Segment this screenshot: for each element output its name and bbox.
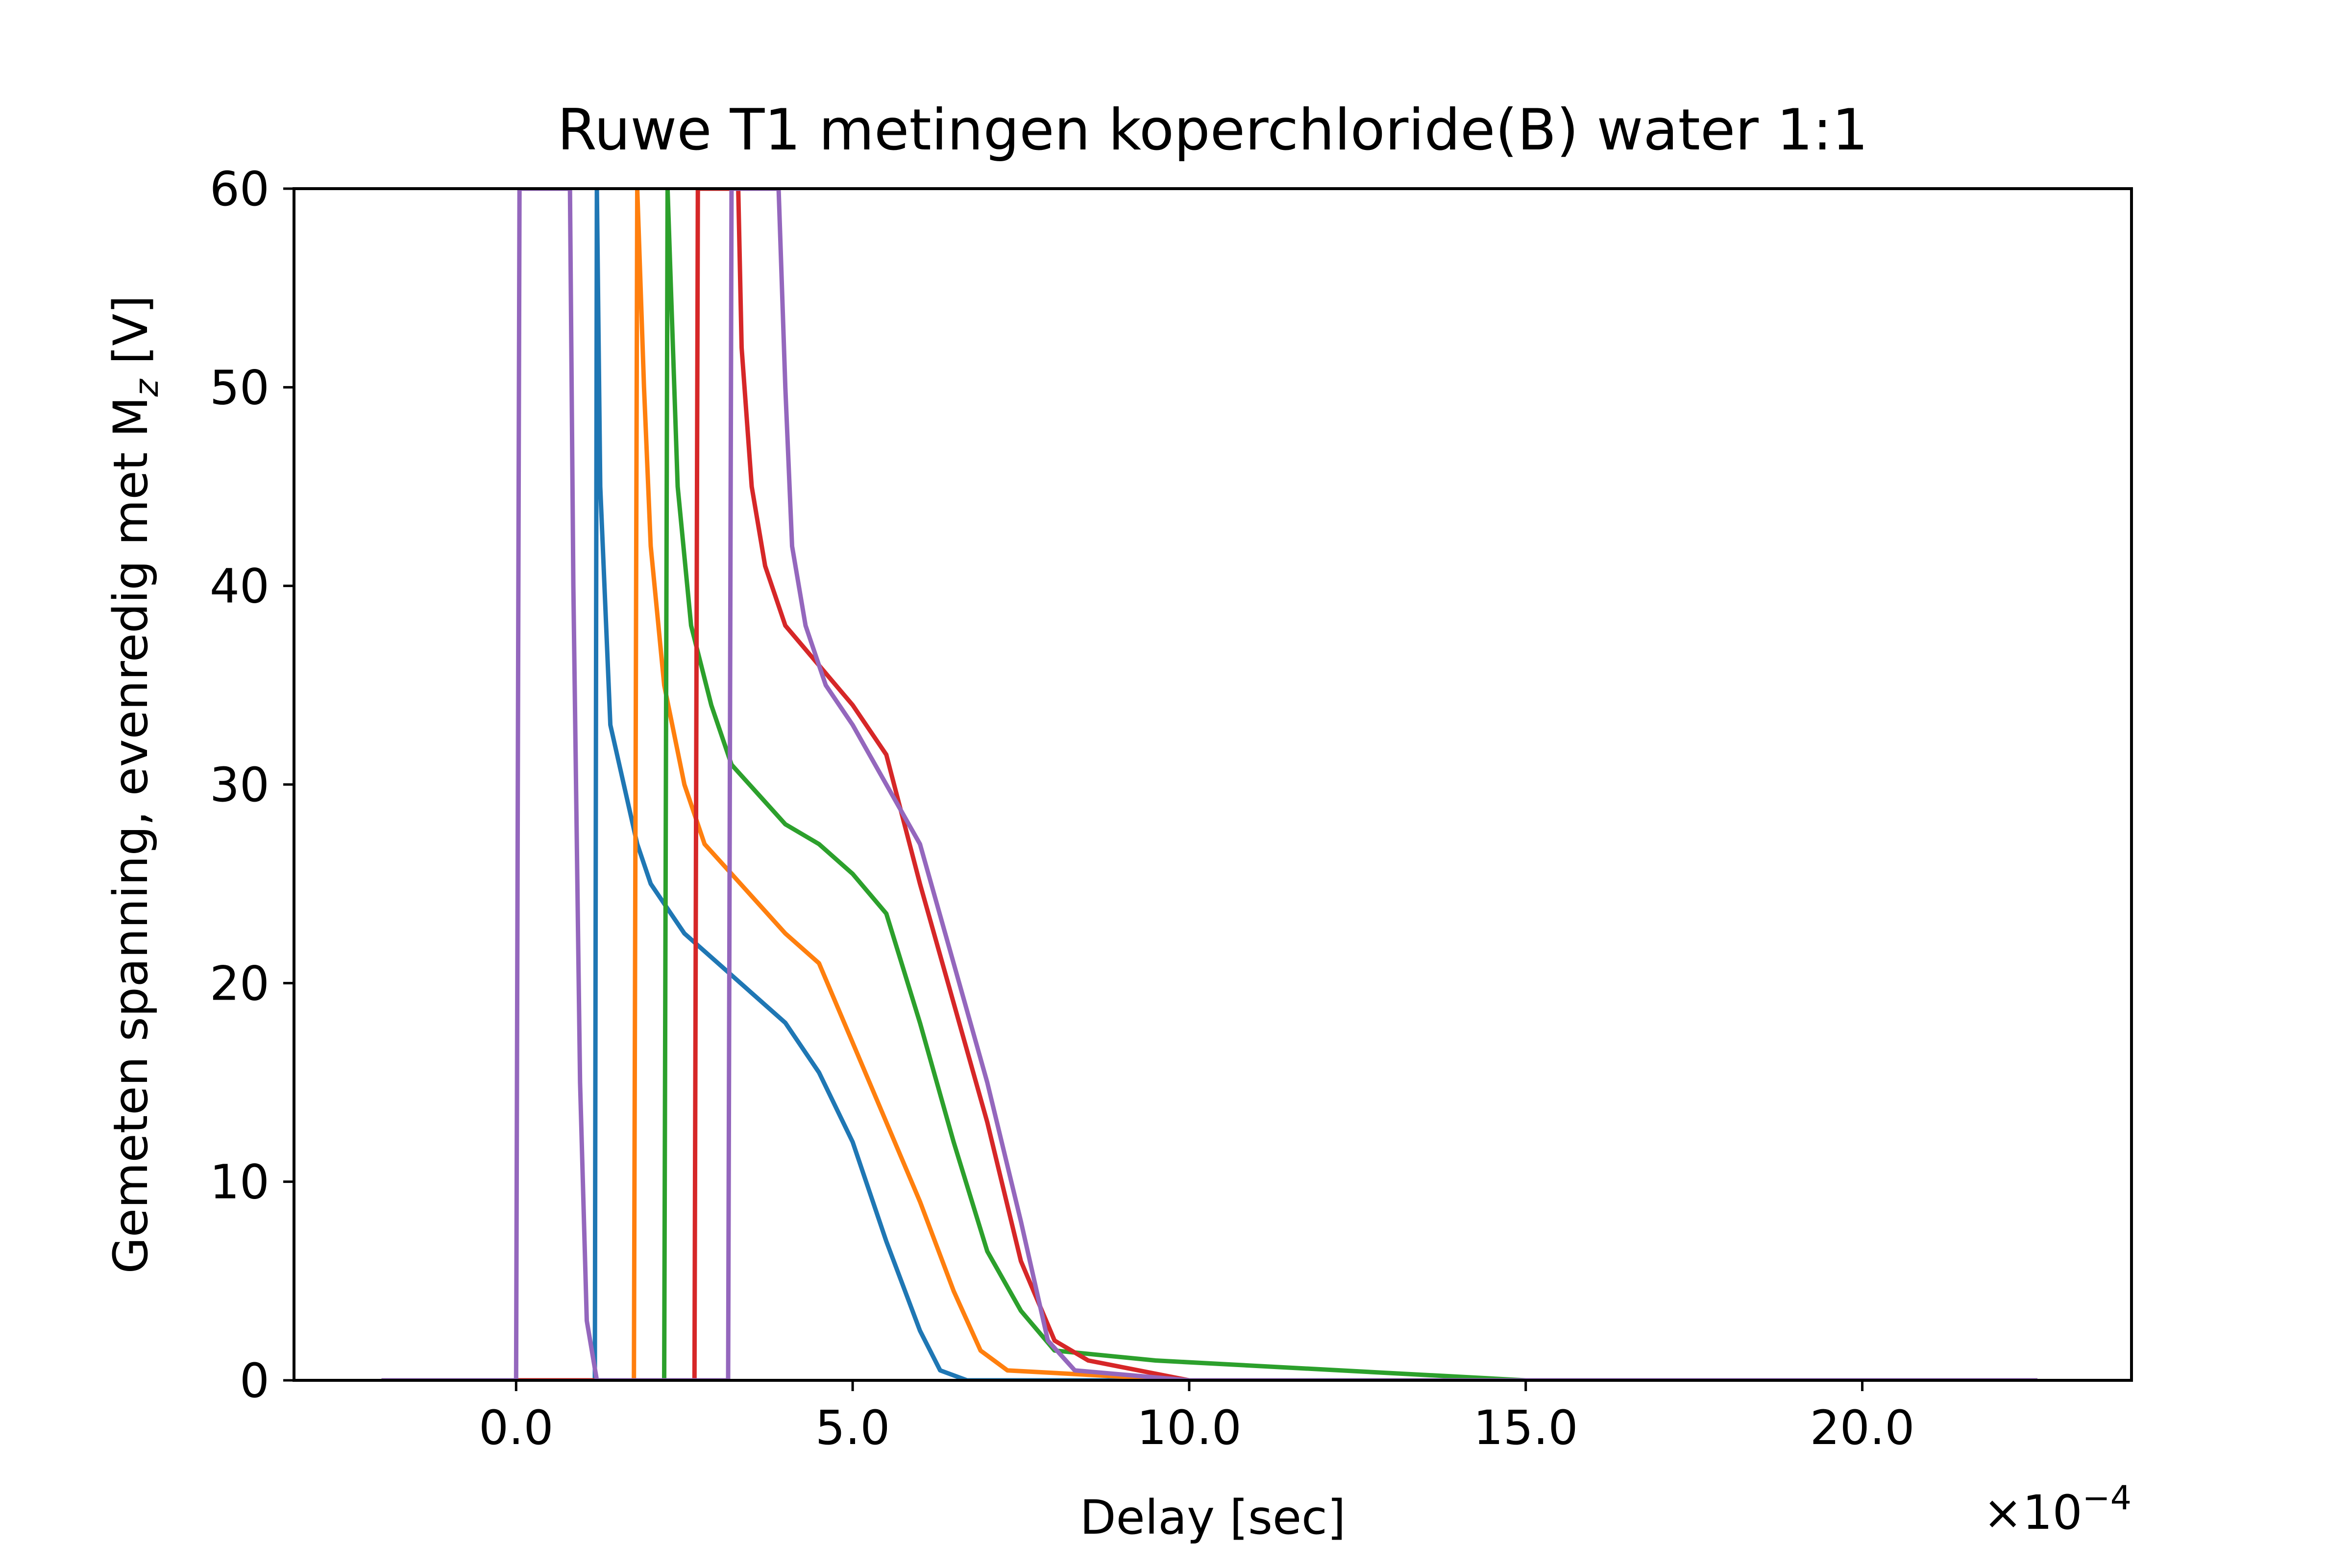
x-tick-label: 10.0 [1137,1400,1242,1455]
x-tick-label: 15.0 [1473,1400,1578,1455]
y-tick-label: 10 [210,1155,270,1210]
series-line-2 [381,189,2037,1380]
y-tick-label: 40 [210,559,270,614]
x-axis: 0.0 5.0 10.0 15.0 20.0 [479,1380,1914,1455]
x-tick-label: 20.0 [1810,1400,1915,1455]
chart-title: Ruwe T1 metingen koperchloride(B) water … [557,97,1868,163]
y-tick-label: 60 [210,162,270,217]
series-line-3 [381,189,2037,1380]
series-line-4 [381,189,2037,1380]
x-axis-offset-base: ×10 [1983,1485,2082,1540]
x-tick-label: 5.0 [815,1400,890,1455]
x-axis-offset-exponent: −4 [2082,1479,2132,1518]
x-axis-label: Delay [sec] [1080,1490,1346,1545]
y-axis-label-unit: [V] [103,295,158,379]
y-tick-label: 0 [240,1353,270,1408]
y-axis-label-main: Gemeten spanning, evenredig met M [103,396,158,1274]
y-tick-label: 20 [210,956,270,1011]
series-layer [381,189,2037,1380]
y-axis: 0 10 20 30 40 50 60 [210,162,294,1408]
y-tick-label: 50 [210,360,270,415]
series-line-1 [381,189,2037,1380]
x-tick-label: 0.0 [479,1400,554,1455]
y-tick-label: 30 [210,758,270,812]
series-line-5 [381,189,2037,1380]
x-axis-offset-text: ×10−4 [1983,1479,2132,1540]
y-axis-label: Gemeten spanning, evenredig met Mz [V] [103,295,166,1274]
y-axis-label-subscript: z [127,378,166,397]
